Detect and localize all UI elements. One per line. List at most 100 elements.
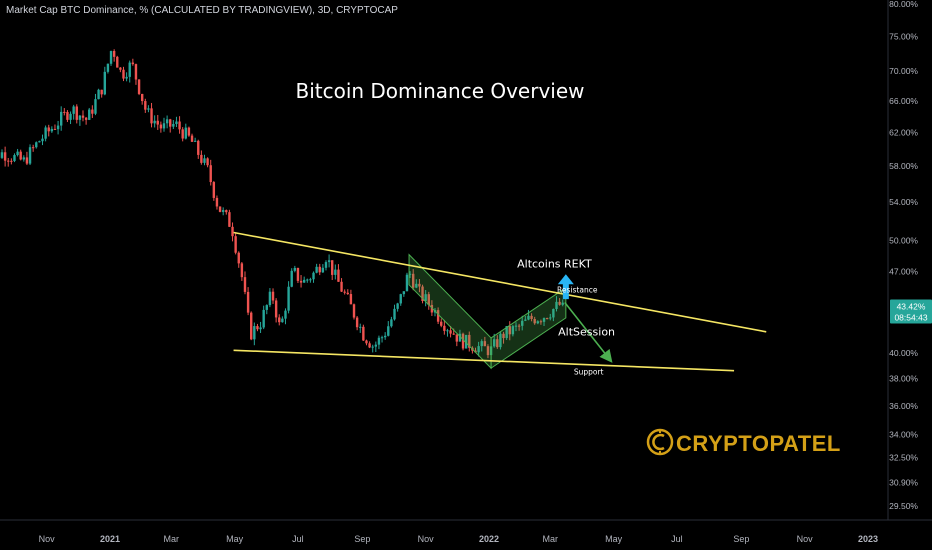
candle xyxy=(296,267,300,284)
candle xyxy=(340,278,343,293)
candle xyxy=(3,146,7,167)
candle xyxy=(265,304,268,315)
candle xyxy=(458,329,462,342)
candle xyxy=(187,126,191,137)
candle xyxy=(331,260,334,281)
candle xyxy=(412,269,415,291)
candle xyxy=(193,137,197,143)
y-tick-label: 54.00% xyxy=(889,197,918,207)
candle xyxy=(440,318,443,328)
candle xyxy=(75,104,78,124)
last-price-badge: 43.42%08:54:43 xyxy=(890,299,932,324)
annotations-layer: Resistance Support Altcoins REKT AltSession xyxy=(517,257,615,376)
candle xyxy=(35,141,38,149)
candle xyxy=(293,265,297,273)
x-tick-label: Jul xyxy=(671,534,683,544)
candle xyxy=(184,123,187,140)
candle xyxy=(278,314,281,326)
candle xyxy=(508,321,511,341)
x-tick-label: Mar xyxy=(543,534,559,544)
candle xyxy=(0,149,4,159)
candle xyxy=(374,341,378,353)
rising-channel xyxy=(490,286,567,370)
candle xyxy=(421,284,424,304)
y-tick-label: 80.00% xyxy=(889,0,918,9)
candle xyxy=(318,263,321,276)
candle xyxy=(25,151,29,166)
y-tick-label: 75.00% xyxy=(889,31,918,41)
support-line xyxy=(233,349,735,372)
candle xyxy=(212,181,216,201)
candle xyxy=(312,271,315,283)
candle xyxy=(246,287,250,316)
candle xyxy=(112,49,116,62)
candle xyxy=(396,302,399,312)
candle xyxy=(271,288,275,304)
x-tick-label: Sep xyxy=(354,534,370,544)
candle xyxy=(552,308,555,322)
candle xyxy=(150,102,153,128)
candle xyxy=(221,207,225,216)
candle xyxy=(234,232,237,255)
candle xyxy=(256,323,259,332)
y-tick-label: 40.00% xyxy=(889,348,918,358)
y-tick-label: 58.00% xyxy=(889,161,918,171)
candle xyxy=(517,323,521,331)
candle xyxy=(449,325,452,338)
annotation-label: Altcoins REKT xyxy=(517,257,592,270)
candle xyxy=(405,272,409,292)
arrow-down xyxy=(564,302,613,363)
candle xyxy=(514,322,518,332)
candle xyxy=(81,110,85,122)
candle xyxy=(38,140,41,143)
y-tick-label: 50.00% xyxy=(889,236,918,246)
candle xyxy=(496,335,499,349)
candle xyxy=(144,98,147,113)
candle xyxy=(480,339,483,352)
candle xyxy=(483,336,487,347)
y-tick-label: 70.00% xyxy=(889,66,918,76)
candle xyxy=(66,110,69,123)
candle xyxy=(362,324,365,341)
candle xyxy=(327,254,331,268)
y-tick-label: 66.00% xyxy=(889,96,918,106)
candle xyxy=(545,317,549,320)
candle xyxy=(402,291,406,297)
x-tick-label: May xyxy=(226,534,244,544)
candle xyxy=(262,305,265,330)
candle xyxy=(59,106,63,131)
candle xyxy=(424,290,427,307)
candle xyxy=(13,153,16,163)
candle xyxy=(524,315,527,322)
candle xyxy=(97,88,100,100)
candle xyxy=(555,296,558,312)
candle xyxy=(225,209,228,215)
candle xyxy=(253,322,256,346)
candle xyxy=(109,50,113,66)
falling-channel xyxy=(408,253,492,370)
candle xyxy=(349,289,353,305)
candle xyxy=(203,154,206,166)
candle xyxy=(128,60,131,83)
candle xyxy=(140,93,144,105)
candle xyxy=(169,118,172,133)
candle xyxy=(134,63,138,85)
candle xyxy=(122,66,125,82)
candle xyxy=(94,93,97,116)
candle xyxy=(209,159,212,186)
countdown-label: 08:54:43 xyxy=(894,313,927,323)
candle xyxy=(69,111,72,125)
y-tick-label: 34.00% xyxy=(889,430,918,440)
candle xyxy=(539,319,543,325)
candle xyxy=(371,344,374,353)
candle xyxy=(408,271,412,279)
x-tick-label: 2021 xyxy=(100,534,120,544)
annotation-label: AltSession xyxy=(558,325,615,338)
candle xyxy=(461,332,465,351)
candle xyxy=(103,66,107,96)
cryptopatel-logo: CRYPTOPATEL xyxy=(646,428,840,456)
candle xyxy=(175,116,178,128)
trendlines-layer xyxy=(233,231,767,372)
candle xyxy=(119,67,122,73)
